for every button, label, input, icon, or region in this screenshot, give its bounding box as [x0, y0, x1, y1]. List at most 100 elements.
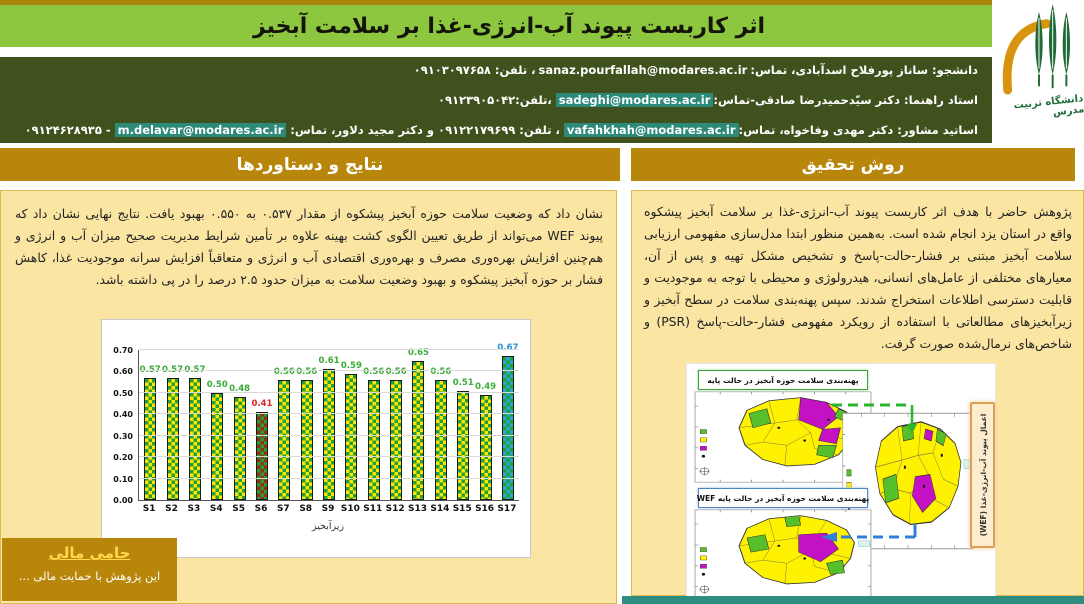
y-tick-label: 0.30: [113, 431, 133, 441]
bar-slot-S9: 0.61: [318, 350, 340, 500]
x-tick-label: S9: [321, 504, 335, 514]
bar-value-label: 0.49: [475, 382, 497, 392]
bar-slot-S7: 0.56: [273, 350, 295, 500]
contact-text: استاد راهنما: دکتر سیّدحمیدرضا صادقی-تما…: [713, 93, 978, 107]
method-header-label: روش تحقیق: [801, 154, 905, 175]
bar-slot-S16: 0.49: [474, 350, 496, 500]
bottom-teal-bar: [622, 596, 1084, 604]
section-header-results: نتایج و دستاوردها: [0, 148, 620, 181]
bar-value-label: 0.56: [273, 367, 295, 377]
gridline: [139, 456, 519, 458]
bar-value-label: 0.51: [452, 377, 474, 388]
x-tick-label: S6: [254, 504, 268, 514]
title-bar: اثر کاربست پیوند آب-انرژی-غذا بر سلامت آ…: [0, 5, 1018, 47]
y-tick-label: 0.10: [113, 474, 133, 484]
contact-text: دانشجو: ساناز پورفلاح اسدآبادی، تماس:: [750, 63, 978, 77]
y-tick-label: 0.00: [113, 496, 133, 505]
bar-value-label: 0.57: [184, 365, 205, 375]
logo-trees-icon: [1035, 4, 1071, 89]
bar-slot-S10: 0.59: [340, 350, 362, 500]
contact-text: اساتید مشاور: دکتر مهدی وفاخواه، تماس:: [738, 123, 979, 137]
bar-S10: [345, 373, 358, 500]
bar-S1: [144, 377, 157, 500]
map-wef-state: پهنه‌بندی سلامت حوزه آبخیز در حالت پایه …: [694, 488, 872, 601]
bar-S2: [166, 377, 179, 500]
bar-S14: [434, 380, 447, 500]
x-tick-label: S5: [232, 504, 245, 514]
contact-text: ، تلفن: ۰۹۱۰۳۰۹۷۶۵۸: [413, 63, 536, 77]
bar-slot-S3: 0.57: [184, 350, 206, 500]
map-base-title: پهنه‌بندی سلامت حوزه آبخیز در حالت پایه: [698, 370, 868, 390]
y-tick-label: 0.70: [113, 346, 133, 355]
funding-box: حامی مالی این پژوهش با حمایت مالی ...: [2, 538, 177, 601]
bar-slot-S5: 0.48: [228, 350, 250, 500]
bar-slot-S4: 0.50: [206, 350, 228, 500]
university-logo: دانشگاه تربیت مدرس: [992, 0, 1084, 143]
bar-S9: [323, 369, 336, 500]
bar-value-label: 0.57: [140, 365, 161, 375]
map-wef-title: پهنه‌بندی سلامت حوزه آبخیز در حالت پایه …: [697, 488, 869, 508]
gridline: [139, 477, 519, 479]
top-accent-strip: [0, 0, 1018, 5]
bar-value-label: 0.61: [318, 356, 340, 367]
x-tick-label: S4: [209, 504, 223, 514]
chart-x-axis: S1 S2 S3 S4 S5 S6 S7 S8 S9 S10 S11 S12 S13 S14 S15 S16 S…: [138, 504, 518, 514]
bar-value-label: 0.57: [162, 365, 183, 375]
map-intermediate-image: [842, 412, 974, 550]
bar-slot-S14: 0.56: [430, 350, 452, 500]
gridline: [139, 413, 519, 415]
bar-value-label: 0.65: [407, 347, 429, 358]
bar-slot-S2: 0.57: [161, 350, 183, 500]
bar-S13: [412, 360, 425, 500]
chart-x-title: زیرآبخیز: [312, 521, 344, 532]
y-tick-label: 0.40: [113, 410, 133, 420]
logo-emblem-icon: [1002, 4, 1071, 95]
poster-title: اثر کاربست پیوند آب-انرژی-غذا بر سلامت آ…: [252, 13, 766, 39]
bar-value-label: 0.59: [340, 360, 362, 371]
bar-value-label: 0.56: [363, 367, 385, 377]
x-tick-label: S11: [363, 504, 383, 514]
x-tick-label: S12: [385, 504, 405, 514]
x-tick-label: S16: [475, 504, 495, 514]
x-tick-label: S13: [407, 504, 427, 514]
email-link[interactable]: vafahkhah@modares.ac.ir: [563, 123, 739, 137]
chart-bars: 0.570.570.570.500.480.410.560.560.610.59…: [139, 343, 519, 500]
bar-S3: [188, 377, 201, 500]
results-panel: نشان داد که وضعیت سلامت حوزه آبخیز پیشکو…: [0, 190, 617, 604]
contact-line-2: استاد راهنما: دکتر سیّدحمیدرضا صادقی-تما…: [8, 93, 978, 107]
x-tick-label: S8: [299, 504, 313, 514]
funding-text: این پژوهش با حمایت مالی ...: [18, 569, 161, 583]
bar-slot-S11: 0.56: [363, 350, 385, 500]
gridline: [139, 370, 519, 372]
bar-slot-S13: 0.65: [407, 347, 429, 500]
bar-value-label: 0.56: [430, 367, 452, 377]
contact-text: ، تلفن: ۰۹۱۲۲۱۷۹۶۹۹ و دکتر مجید دلاور، ت…: [286, 123, 564, 137]
bar-S8: [300, 380, 313, 500]
map-intermediate: [842, 412, 974, 550]
method-paragraph: پژوهش حاضر با هدف اثر کاربست پیوند آب-ان…: [644, 204, 1072, 352]
bar-S4: [211, 392, 224, 500]
bar-S5: [233, 397, 246, 500]
bar-value-label: 0.56: [385, 367, 407, 377]
x-tick-label: S17: [497, 504, 517, 514]
bar-S12: [390, 380, 403, 500]
email-link[interactable]: sadeghi@modares.ac.ir: [555, 93, 714, 107]
bar-value-label: 0.67: [497, 343, 518, 353]
section-header-method: روش تحقیق: [631, 148, 1075, 181]
x-tick-label: S7: [276, 504, 290, 514]
map-base-state: پهنه‌بندی سلامت حوزه آبخیز در حالت پایه: [694, 370, 872, 484]
x-tick-label: S15: [452, 504, 472, 514]
gridline: [139, 349, 519, 350]
chart-y-axis: 0.00 0.10 0.20 0.30 0.40 0.50 0.60 0.70: [106, 346, 138, 505]
email-link[interactable]: m.delavar@modares.ac.ir: [114, 123, 287, 137]
x-tick-label: S10: [340, 504, 360, 514]
results-paragraph: نشان داد که وضعیت سلامت حوزه آبخیز پیشکو…: [15, 206, 603, 288]
results-chart: 0.000.100.200.300.400.500.600.70 0.570.5…: [101, 319, 531, 558]
contact-line-1: دانشجو: ساناز پورفلاح اسدآبادی، تماس:san…: [8, 63, 978, 77]
x-tick-label: S3: [187, 504, 201, 514]
bar-S16: [479, 395, 492, 500]
y-tick-label: 0.20: [113, 453, 133, 463]
email-link[interactable]: sanaz.pourfallah@modares.ac.ir: [538, 63, 748, 77]
results-header-label: نتایج و دستاوردها: [236, 154, 384, 175]
bar-slot-S15: 0.51: [452, 350, 474, 500]
